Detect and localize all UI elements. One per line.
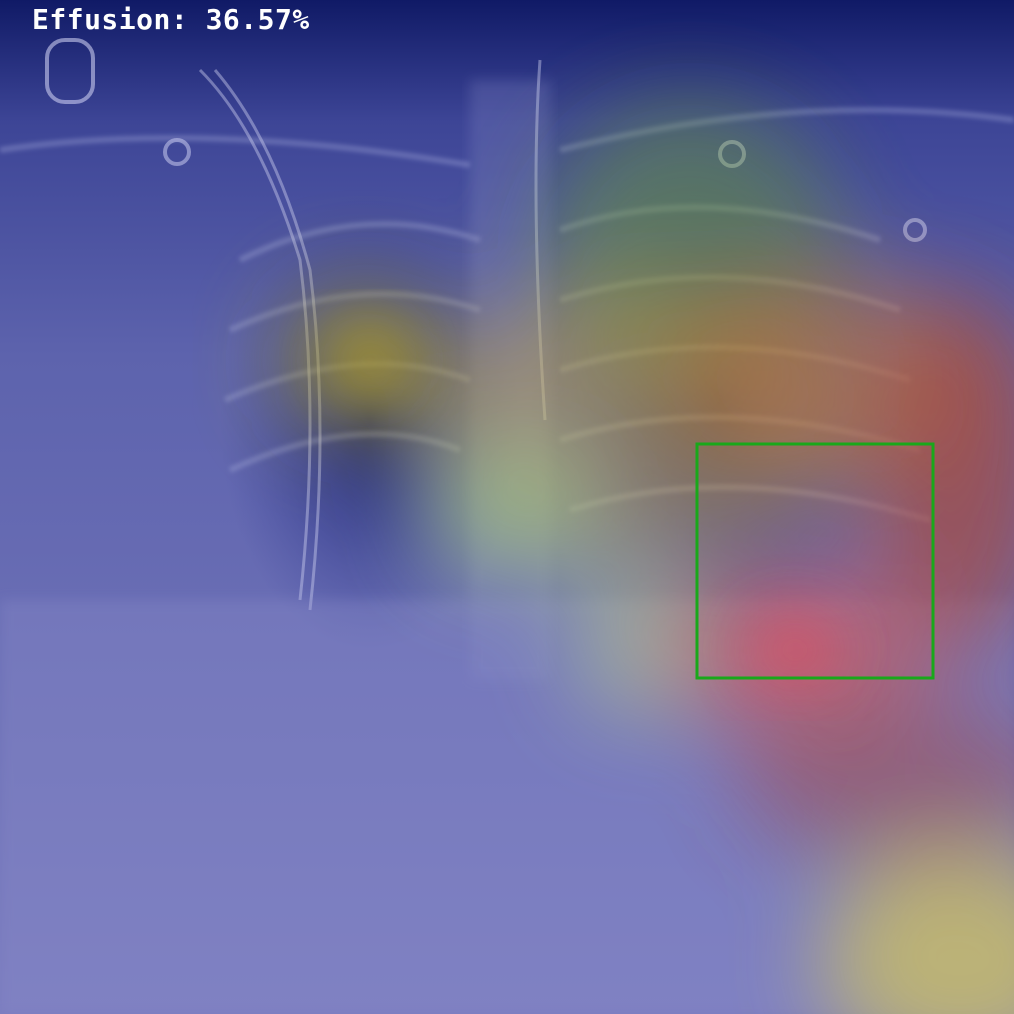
finding-probability-label: Effusion: 36.57% — [32, 3, 310, 36]
effusion-bounding-box — [695, 442, 935, 680]
